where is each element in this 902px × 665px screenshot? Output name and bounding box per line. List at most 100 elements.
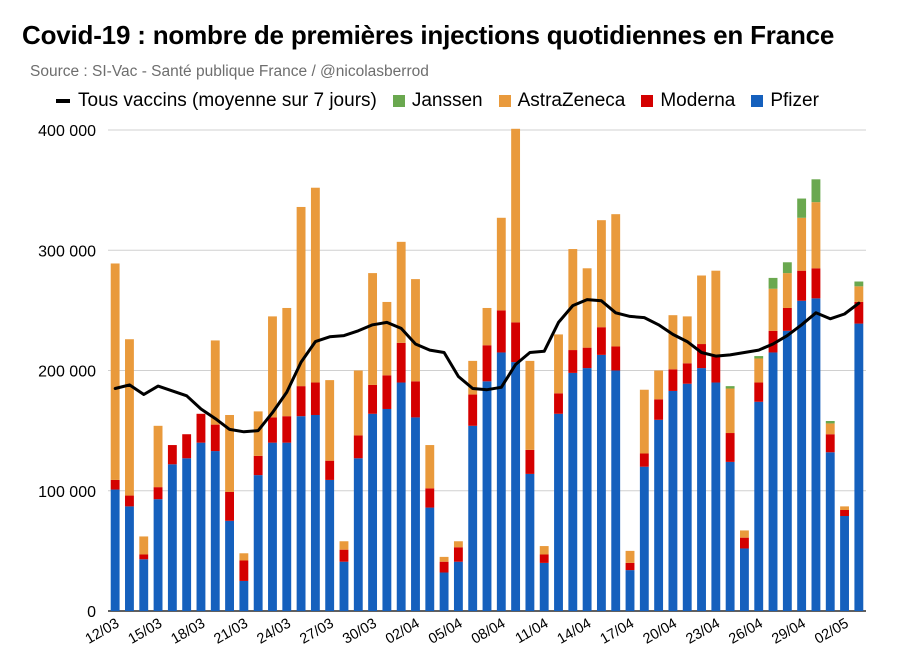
bar-segment-pfizer — [296, 416, 306, 611]
bar-segment-astrazeneca — [139, 536, 149, 555]
bar-segment-janssen — [782, 262, 792, 274]
bar-segment-moderna — [310, 382, 320, 415]
legend-swatch-astrazeneca — [498, 95, 511, 107]
bar-segment-astrazeneca — [582, 268, 592, 348]
bar-segment-moderna — [253, 455, 263, 476]
legend-item-astrazeneca: AstraZeneca — [498, 90, 625, 112]
bar-segment-pfizer — [654, 419, 664, 611]
legend-item-moderna: Moderna — [641, 90, 735, 112]
bar-segment-astrazeneca — [325, 380, 335, 461]
legend-label-janssen: Janssen — [411, 90, 483, 111]
legend-line-swatch — [56, 99, 70, 103]
y-tick-label: 0 — [87, 604, 96, 621]
bar-segment-astrazeneca — [525, 360, 535, 450]
bar-segment-pfizer — [782, 330, 792, 611]
legend-item-janssen: Janssen — [392, 90, 483, 112]
bar-segment-moderna — [325, 460, 335, 480]
bar-segment-astrazeneca — [482, 307, 492, 346]
bar-segment-pfizer — [840, 516, 849, 611]
chart-legend: Tous vaccins (moyenne sur 7 jours) Janss… — [56, 88, 819, 114]
bar-segment-pfizer — [425, 507, 435, 611]
bar-segment-pfizer — [368, 413, 378, 611]
bar-segment-astrazeneca — [453, 541, 463, 548]
bar-segment-moderna — [353, 435, 363, 459]
bar-segment-astrazeneca — [554, 334, 563, 394]
bar-segment-janssen — [768, 277, 778, 289]
bar-segment-moderna — [854, 301, 864, 324]
y-tick-label: 400 000 — [38, 123, 96, 140]
bar-segment-astrazeneca — [768, 288, 778, 331]
bar-segment-pfizer — [711, 382, 721, 611]
bar-segment-astrazeneca — [682, 316, 692, 364]
bar-segment-astrazeneca — [225, 414, 234, 492]
bar-segment-moderna — [425, 488, 435, 508]
bar-segment-astrazeneca — [668, 315, 678, 370]
average-line-layer — [113, 298, 861, 434]
bar-segment-janssen — [811, 179, 821, 203]
bar-segment-moderna — [239, 560, 249, 581]
bar-segment-pfizer — [225, 520, 234, 611]
chart-source: Source : SI-Vac - Santé publique France … — [30, 63, 429, 80]
bar-segment-moderna — [110, 479, 120, 490]
x-tick-label: 08/04 — [469, 616, 508, 648]
bar-segment-moderna — [482, 345, 492, 382]
bar-segment-pfizer — [353, 458, 363, 611]
bar-segment-moderna — [396, 342, 406, 383]
bar-segment-moderna — [825, 434, 835, 453]
bar-segment-moderna — [225, 491, 234, 521]
bar-segment-pfizer — [625, 570, 635, 611]
bar-segment-pfizer — [253, 475, 263, 611]
bar-segment-astrazeneca — [425, 445, 435, 489]
bar-segment-astrazeneca — [282, 307, 292, 417]
bar-segment-pfizer — [482, 381, 492, 611]
bar-segment-astrazeneca — [811, 202, 821, 269]
bar-segment-astrazeneca — [439, 556, 449, 562]
bar-segment-pfizer — [596, 354, 606, 611]
bar-segment-astrazeneca — [310, 187, 320, 383]
bar-segment-pfizer — [582, 368, 592, 611]
bar-segment-moderna — [153, 487, 163, 500]
bar-segment-moderna — [411, 381, 420, 418]
legend-item-pfizer: Pfizer — [751, 90, 819, 112]
bar-segment-pfizer — [339, 561, 349, 611]
x-tick-label: 23/04 — [683, 616, 722, 648]
x-tick-label: 05/04 — [426, 616, 465, 648]
bar-segment-pfizer — [754, 401, 764, 611]
x-tick-label: 14/04 — [555, 616, 594, 648]
bar-segment-astrazeneca — [568, 249, 578, 351]
x-tick-label: 11/04 — [513, 616, 552, 647]
bar-segment-pfizer — [453, 561, 463, 611]
bar-segment-astrazeneca — [382, 301, 392, 376]
bar-segment-moderna — [782, 307, 792, 331]
bar-segment-pfizer — [740, 548, 749, 611]
bar-segment-astrazeneca — [411, 279, 420, 382]
bar-segment-moderna — [511, 322, 521, 363]
bar-segment-moderna — [840, 509, 849, 517]
bar-segment-moderna — [568, 350, 578, 373]
y-tick-label: 100 000 — [38, 484, 96, 501]
bar-segment-astrazeneca — [210, 340, 220, 425]
y-axis-ticks: 0 100 000 200 000 300 000 400 000 — [38, 123, 96, 621]
x-tick-label: 24/03 — [254, 616, 293, 648]
bar-segment-astrazeneca — [153, 425, 163, 488]
bar-segment-moderna — [496, 310, 506, 353]
bar-segment-pfizer — [811, 298, 821, 611]
bar-segment-astrazeneca — [110, 263, 120, 480]
bar-segment-janssen — [725, 386, 735, 389]
bar-segment-pfizer — [668, 390, 678, 611]
average-line — [113, 298, 861, 434]
bar-segment-astrazeneca — [697, 275, 706, 345]
bar-segment-astrazeneca — [239, 553, 249, 561]
bar-segment-moderna — [210, 424, 220, 452]
bar-segment-moderna — [382, 375, 392, 409]
bar-segment-astrazeneca — [596, 220, 606, 328]
bar-segment-pfizer — [167, 464, 177, 611]
bar-segment-moderna — [339, 549, 349, 562]
bar-segment-astrazeneca — [511, 128, 521, 323]
bar-segment-pfizer — [139, 559, 149, 611]
bar-segment-moderna — [139, 554, 149, 560]
bar-segment-astrazeneca — [253, 411, 263, 456]
x-tick-label: 29/04 — [769, 616, 808, 648]
legend-swatch-moderna — [641, 95, 654, 107]
